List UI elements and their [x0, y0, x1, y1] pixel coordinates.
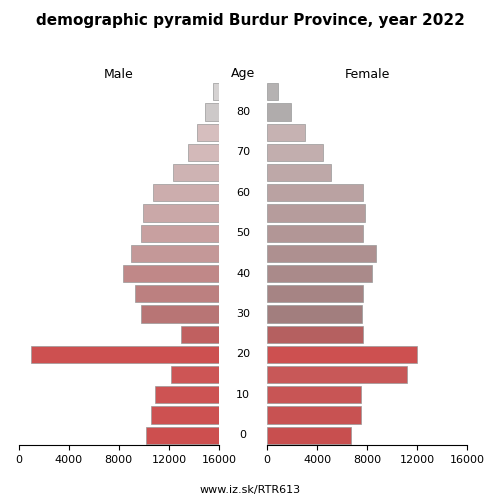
Bar — [267, 366, 408, 383]
Title: Female: Female — [344, 68, 390, 80]
Bar — [267, 265, 372, 282]
Bar — [142, 204, 219, 222]
Text: 60: 60 — [236, 188, 250, 198]
Text: demographic pyramid Burdur Province, year 2022: demographic pyramid Burdur Province, yea… — [36, 12, 465, 28]
Bar — [267, 184, 364, 202]
Bar — [152, 406, 219, 424]
Bar — [267, 164, 331, 181]
Bar — [267, 124, 304, 141]
Bar — [172, 366, 219, 383]
Bar — [267, 386, 361, 404]
Bar — [267, 144, 324, 161]
Bar — [132, 245, 219, 262]
Bar — [152, 184, 219, 202]
Bar — [142, 306, 219, 322]
Text: 80: 80 — [236, 107, 250, 117]
Bar — [267, 285, 364, 302]
Title: Male: Male — [104, 68, 134, 80]
Bar — [267, 346, 418, 363]
Bar — [155, 386, 219, 404]
Bar — [267, 224, 364, 242]
Bar — [267, 104, 290, 120]
Bar — [172, 164, 219, 181]
Bar — [135, 285, 219, 302]
Bar — [188, 144, 219, 161]
Bar — [213, 83, 219, 100]
Bar — [31, 346, 219, 363]
Bar — [122, 265, 219, 282]
Text: 30: 30 — [236, 309, 250, 319]
Bar — [267, 426, 351, 444]
Title: Age: Age — [231, 68, 255, 80]
Bar — [267, 245, 376, 262]
Bar — [267, 326, 364, 343]
Bar — [196, 124, 219, 141]
Bar — [182, 326, 219, 343]
Text: 50: 50 — [236, 228, 250, 238]
Bar — [267, 204, 364, 222]
Text: www.iz.sk/RTR613: www.iz.sk/RTR613 — [200, 484, 300, 494]
Bar — [206, 104, 219, 120]
Bar — [146, 426, 219, 444]
Text: 20: 20 — [236, 350, 250, 360]
Text: 10: 10 — [236, 390, 250, 400]
Text: 0: 0 — [240, 430, 246, 440]
Bar — [142, 224, 219, 242]
Bar — [267, 406, 361, 424]
Bar — [267, 306, 362, 322]
Text: 70: 70 — [236, 148, 250, 158]
Text: 40: 40 — [236, 268, 250, 278]
Bar — [267, 83, 278, 100]
